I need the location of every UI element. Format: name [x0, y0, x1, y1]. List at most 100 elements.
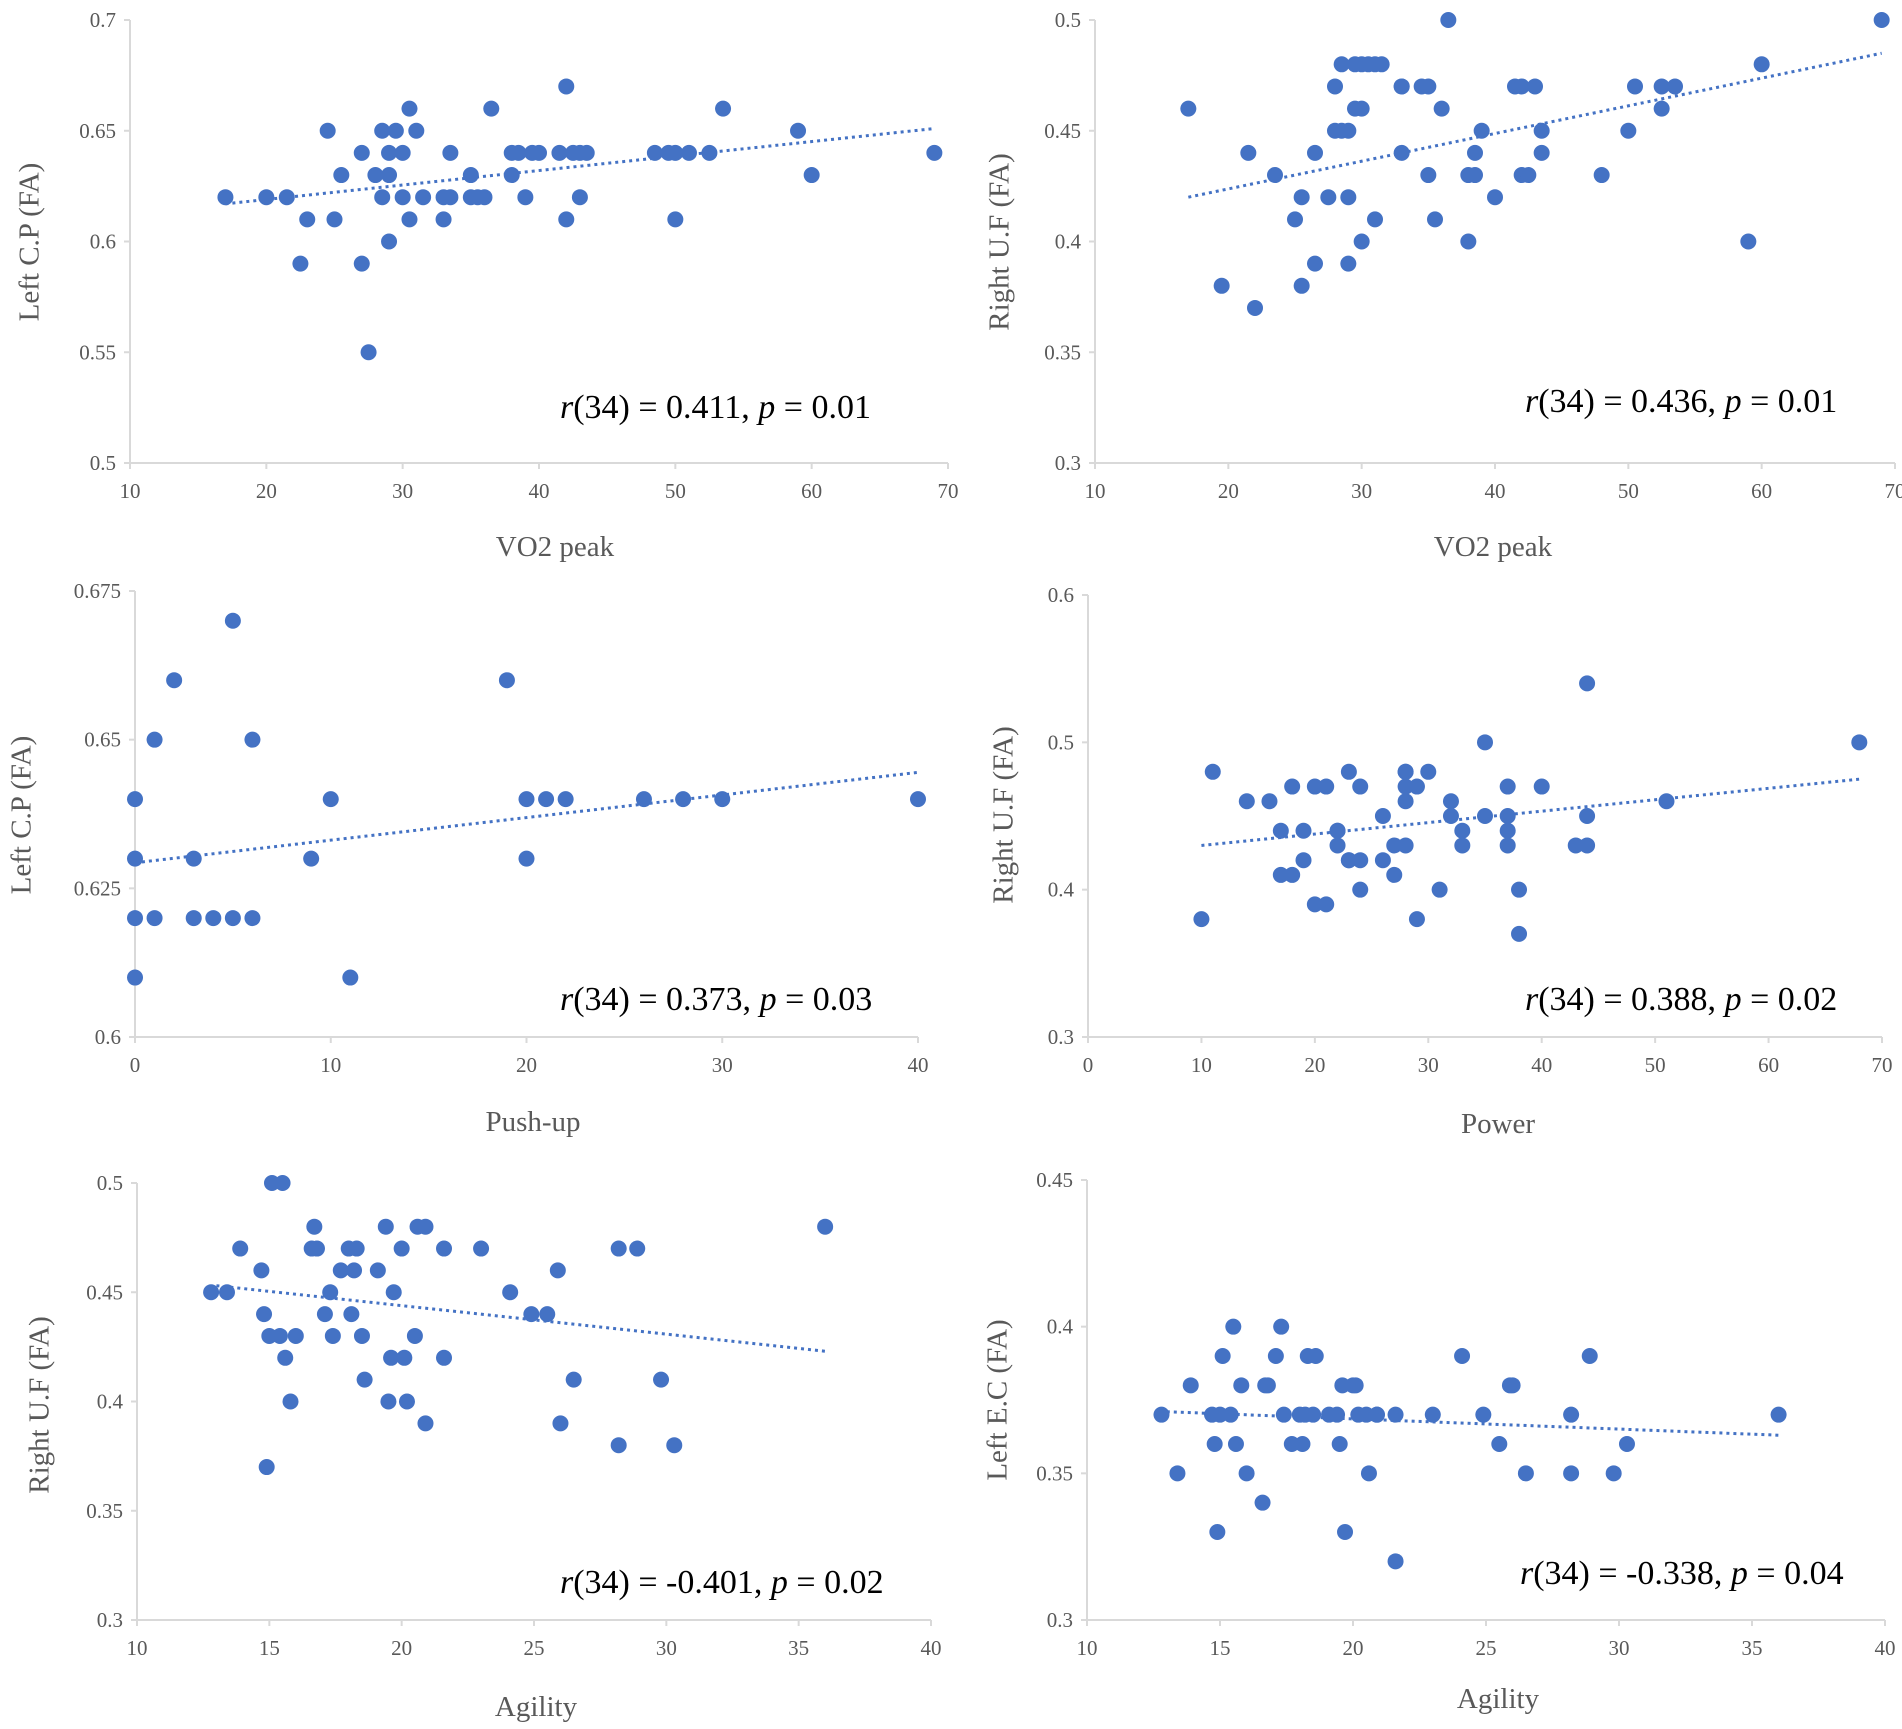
- data-point: [1272, 866, 1289, 883]
- data-point: [538, 791, 555, 808]
- y-axis-title: Right U.F (FA): [24, 1316, 56, 1494]
- data-point: [1442, 808, 1459, 824]
- data-point: [224, 612, 241, 629]
- data-point: [205, 910, 222, 927]
- data-point: [383, 1349, 400, 1366]
- data-point: [278, 189, 295, 206]
- data-point: [1193, 911, 1210, 928]
- y-tick-label: 0.65: [79, 119, 116, 143]
- y-tick-label: 0.3: [1047, 1608, 1073, 1632]
- data-point: [1327, 78, 1343, 95]
- data-point: [1477, 734, 1493, 751]
- data-point: [1387, 1553, 1404, 1570]
- data-point: [1295, 822, 1312, 839]
- data-point: [1180, 100, 1197, 117]
- data-point: [571, 189, 588, 206]
- data-point: [369, 1262, 386, 1279]
- data-point: [417, 1218, 434, 1235]
- x-tick-label: 30: [1609, 1636, 1630, 1660]
- data-point: [324, 1327, 341, 1344]
- data-point: [1393, 144, 1410, 161]
- data-point: [1499, 822, 1516, 839]
- x-tick-label: 40: [921, 1636, 942, 1660]
- data-point: [1284, 866, 1301, 883]
- data-point: [442, 144, 459, 161]
- data-point: [1581, 1348, 1598, 1364]
- y-tick-label: 0.3: [1055, 451, 1081, 475]
- data-point: [1618, 1436, 1635, 1452]
- x-tick-label: 0: [1083, 1053, 1094, 1077]
- data-point: [531, 144, 547, 161]
- data-point: [1206, 1436, 1223, 1452]
- data-point: [1340, 763, 1357, 780]
- x-tick-label: 50: [1645, 1053, 1666, 1077]
- stat-value: (34) = 0.388,: [1538, 981, 1724, 1018]
- data-point: [332, 1262, 349, 1279]
- x-tick-label: 70: [1885, 479, 1902, 503]
- stat-value: (34) = 0.373,: [573, 981, 759, 1018]
- x-tick-label: 20: [391, 1636, 412, 1660]
- data-point: [146, 910, 163, 927]
- data-point: [381, 233, 398, 250]
- stat-value: = 0.03: [777, 981, 873, 1018]
- data-point: [185, 910, 202, 927]
- data-point: [1287, 211, 1303, 228]
- data-point: [926, 144, 943, 161]
- data-point: [462, 167, 479, 184]
- y-tick-label: 0.5: [1055, 8, 1081, 32]
- x-tick-label: 15: [259, 1636, 280, 1660]
- data-point: [1374, 852, 1391, 869]
- data-point: [518, 791, 535, 808]
- data-point: [232, 1240, 249, 1257]
- data-point: [1368, 1406, 1385, 1423]
- y-tick-label: 0.35: [86, 1499, 123, 1523]
- y-tick-label: 0.4: [97, 1390, 124, 1414]
- data-point: [1454, 1348, 1471, 1364]
- data-point: [146, 731, 163, 748]
- data-point: [1307, 255, 1323, 272]
- data-point: [322, 791, 339, 808]
- data-point: [1307, 144, 1323, 161]
- scatter-chart-3: 0.6 0.625 0.65 0.675 0 10 20 30 40 Push-up Left C.…: [6, 579, 929, 1138]
- data-point: [277, 1349, 294, 1366]
- data-point: [1240, 144, 1257, 161]
- data-point: [303, 850, 320, 867]
- data-point: [1627, 78, 1643, 95]
- data-point: [1440, 12, 1457, 28]
- data-point: [476, 189, 493, 206]
- data-point: [127, 910, 143, 927]
- data-point: [1427, 211, 1443, 228]
- data-point: [1397, 778, 1414, 795]
- x-tick-label: 70: [1872, 1053, 1893, 1077]
- y-tick-label: 0.6: [95, 1025, 121, 1049]
- data-point: [558, 211, 575, 228]
- stat-symbol: r: [560, 981, 574, 1018]
- data-point: [473, 1240, 490, 1257]
- y-tick-label: 0.55: [79, 340, 116, 364]
- x-tick-label: 20: [256, 479, 277, 503]
- data-point: [1517, 1465, 1534, 1482]
- data-point: [549, 1262, 566, 1279]
- x-tick-label: 60: [1758, 1053, 1779, 1077]
- x-tick-label: 20: [1218, 479, 1239, 503]
- data-point: [1563, 1465, 1580, 1482]
- x-tick-label: 70: [938, 479, 959, 503]
- x-tick-label: 40: [529, 479, 550, 503]
- data-point: [1267, 167, 1283, 184]
- data-point: [1238, 793, 1255, 810]
- data-point: [417, 1415, 434, 1432]
- data-point: [1667, 78, 1683, 95]
- data-point: [1579, 808, 1596, 824]
- data-point: [523, 1306, 540, 1323]
- data-point: [1169, 1465, 1186, 1482]
- stat-value: = 0.01: [1742, 383, 1838, 420]
- data-point: [1275, 1406, 1292, 1423]
- data-point: [1491, 1436, 1508, 1452]
- data-point: [1740, 233, 1757, 250]
- linear-trendline: [134, 770, 919, 865]
- data-point: [287, 1327, 304, 1344]
- data-point: [1851, 734, 1868, 751]
- data-point: [1387, 1406, 1404, 1423]
- x-tick-label: 10: [120, 479, 141, 503]
- data-point: [1293, 277, 1310, 294]
